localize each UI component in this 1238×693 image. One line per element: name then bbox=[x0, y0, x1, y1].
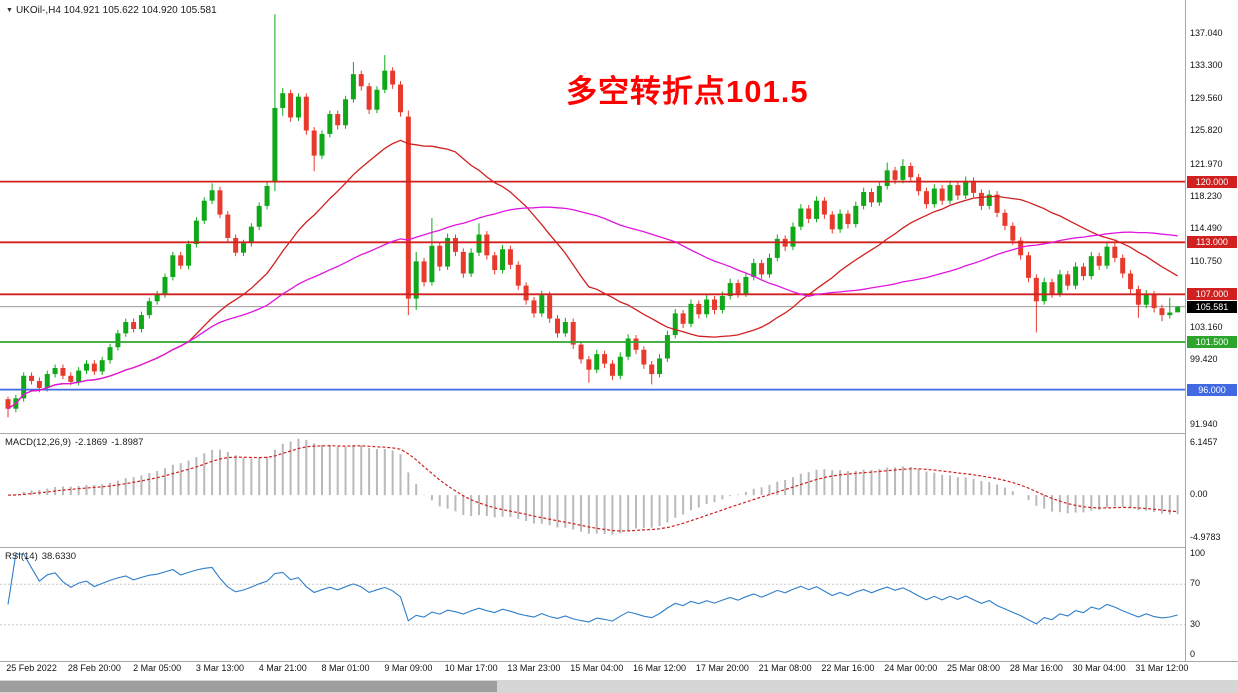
rsi-line bbox=[7, 553, 1178, 625]
time-axis-label: 2 Mar 05:00 bbox=[133, 663, 182, 673]
price-tick-label: 110.750 bbox=[1190, 255, 1222, 266]
ohlc-readout-text: UKOil-,H4 104.921 105.622 104.920 105.58… bbox=[15, 5, 217, 16]
rsi-indicator-panel[interactable] bbox=[0, 548, 1185, 660]
price-tick-label: 91.940 bbox=[1190, 418, 1218, 429]
time-axis-label: 24 Mar 00:00 bbox=[884, 663, 938, 673]
price-badge-113.000: 113.000 bbox=[1187, 236, 1237, 249]
price-tick-label: 129.560 bbox=[1190, 92, 1223, 103]
ma-fast-line bbox=[7, 139, 1178, 410]
rsi-value: 38.6330 bbox=[41, 551, 77, 562]
price-tick-label: 137.040 bbox=[1190, 27, 1223, 38]
price-tick-label: 133.300 bbox=[1190, 60, 1223, 71]
time-axis-label: 17 Mar 20:00 bbox=[695, 663, 749, 673]
price-axis[interactable]: 137.040 133.300 129.560 125.820 121.970 118.2… bbox=[1185, 0, 1238, 661]
time-axis-label: 4 Mar 21:00 bbox=[258, 663, 307, 673]
price-badge-96.000: 96.000 bbox=[1187, 383, 1237, 396]
rsi-tick-label: 30 bbox=[1190, 618, 1201, 629]
price-badge-107.000: 107.000 bbox=[1187, 288, 1237, 301]
rsi-label: RSI(14) 38.6330 bbox=[5, 551, 80, 562]
macd-label: MACD(12,26,9) -2.1869 -1.8987 bbox=[5, 437, 147, 448]
macd-histogram bbox=[14, 438, 1179, 535]
price-tick-label: 118.230 bbox=[1190, 190, 1222, 201]
time-axis-label: 9 Mar 09:00 bbox=[384, 663, 433, 673]
ma-slow-line bbox=[7, 206, 1178, 410]
time-axis[interactable]: 25 Feb 2022 28 Feb 20:00 2 Mar 05:00 3 Mar … bbox=[0, 663, 1188, 679]
time-axis-label: 8 Mar 01:00 bbox=[321, 663, 370, 673]
ohlc-readout: ▼ UKOil-,H4 104.921 105.622 104.920 105.5… bbox=[6, 5, 217, 16]
time-axis-label: 16 Mar 12:00 bbox=[633, 663, 687, 673]
time-axis-label: 30 Mar 04:00 bbox=[1072, 663, 1126, 673]
price-tick-label: 125.820 bbox=[1190, 125, 1223, 136]
macd-signal-line bbox=[7, 445, 1178, 532]
price-tick-label: 121.970 bbox=[1190, 158, 1223, 169]
time-axis-label: 28 Mar 16:00 bbox=[1009, 663, 1063, 673]
scrollbar-thumb[interactable] bbox=[0, 681, 497, 692]
rsi-tick-label: 70 bbox=[1190, 578, 1201, 589]
main-chart[interactable] bbox=[0, 0, 1185, 433]
macd-tick-label: 6.1457 bbox=[1190, 436, 1218, 447]
time-axis-label: 21 Mar 08:00 bbox=[758, 663, 812, 673]
horizontal-scrollbar[interactable] bbox=[0, 680, 1238, 693]
triangle-down-icon: ▼ bbox=[6, 7, 13, 14]
time-axis-label: 25 Feb 2022 bbox=[6, 663, 57, 673]
candles-series bbox=[5, 14, 1181, 418]
time-axis-label: 31 Mar 12:00 bbox=[1135, 663, 1189, 673]
macd-value-main: -2.1869 bbox=[75, 437, 108, 448]
rsi-title: RSI(14) bbox=[5, 551, 38, 562]
time-axis-label: 15 Mar 04:00 bbox=[570, 663, 624, 673]
macd-title: MACD(12,26,9) bbox=[5, 437, 71, 448]
time-axis-label: 3 Mar 13:00 bbox=[195, 663, 244, 673]
price-badge-101.500: 101.500 bbox=[1187, 335, 1237, 348]
rsi-levels bbox=[0, 583, 1185, 626]
price-badge-120.000: 120.000 bbox=[1187, 175, 1237, 188]
time-axis-label: 22 Mar 16:00 bbox=[821, 663, 875, 673]
time-axis-label: 28 Feb 20:00 bbox=[67, 663, 121, 673]
price-tick-label: 114.490 bbox=[1190, 223, 1222, 234]
price-tick-label: 103.160 bbox=[1190, 321, 1223, 332]
current-price-badge: 105.581 bbox=[1187, 300, 1237, 313]
price-tick-label: 99.420 bbox=[1190, 354, 1218, 364]
time-axis-label: 13 Mar 23:00 bbox=[507, 663, 561, 673]
rsi-tick-label: 0 bbox=[1190, 649, 1196, 659]
panel-separator bbox=[0, 547, 1238, 548]
panel-separator bbox=[0, 661, 1238, 662]
annotation-text[interactable]: 多空转折点101.5 bbox=[566, 74, 809, 109]
time-axis-label: 25 Mar 08:00 bbox=[947, 663, 1001, 673]
macd-tick-label: -4.9783 bbox=[1190, 531, 1221, 542]
macd-indicator-panel[interactable] bbox=[0, 434, 1185, 546]
time-axis-label: 10 Mar 17:00 bbox=[444, 663, 498, 673]
macd-tick-label: 0.00 bbox=[1190, 489, 1208, 500]
rsi-tick-label: 100 bbox=[1190, 548, 1206, 558]
macd-value-signal: -1.8987 bbox=[111, 437, 144, 448]
panel-separator bbox=[0, 433, 1238, 434]
